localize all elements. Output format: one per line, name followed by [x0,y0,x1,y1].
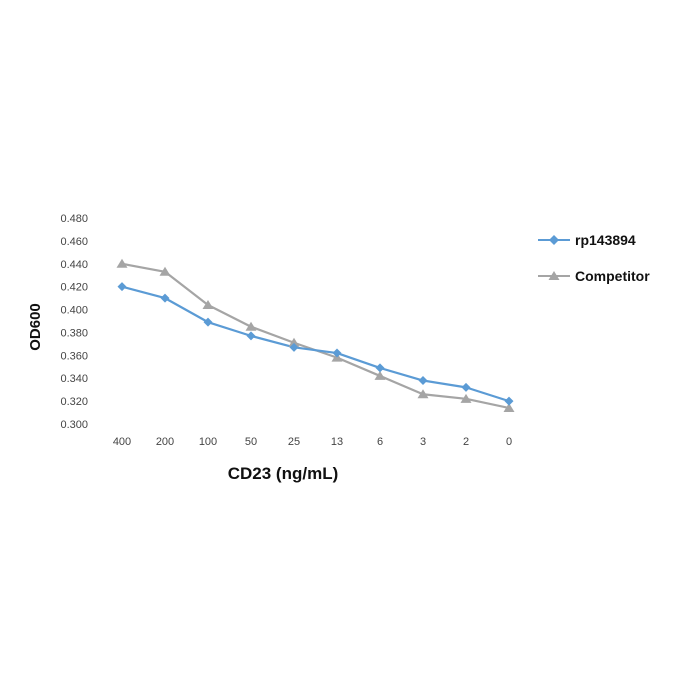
legend-label-competitor: Competitor [575,268,650,284]
y-axis-title: OD600 [27,303,44,351]
x-tick-label: 50 [245,436,257,448]
x-tick-label: 200 [156,436,174,448]
legend-item-competitor: Competitor [538,268,650,284]
data-point-competitor [245,321,257,331]
x-tick-label: 13 [331,436,343,448]
data-point-rp143894 [160,293,170,303]
plot-lines [121,262,510,410]
x-tick-label: 100 [199,436,217,448]
data-point-competitor [202,299,214,309]
x-tick-label: 3 [420,436,426,448]
legend-label-rp143894: rp143894 [575,232,636,248]
x-tick-label: 2 [463,436,469,448]
y-tick-label: 0.320 [60,396,88,408]
x-tick-label: 25 [288,436,300,448]
y-tick-label: 0.440 [60,259,88,271]
x-tick-label: 0 [506,436,512,448]
legend-marker-rp143894 [549,235,559,245]
x-tick-label: 400 [113,436,131,448]
data-point-rp143894 [375,363,385,373]
data-point-rp143894 [203,317,213,327]
data-point-competitor [417,389,429,399]
legend-marker-competitor [548,271,560,280]
data-point-competitor [159,266,171,276]
y-tick-label: 0.420 [60,282,88,294]
x-axis-ticks: 400 200 100 50 25 13 6 3 2 0 [113,436,512,448]
y-tick-label: 0.380 [60,327,88,339]
y-tick-label: 0.340 [60,373,88,385]
y-tick-label: 0.400 [60,305,88,317]
y-tick-label: 0.480 [60,213,88,225]
y-tick-label: 0.300 [60,419,88,431]
data-point-rp143894 [418,376,428,386]
series-line-rp143894 [121,285,510,403]
data-point-competitor [503,402,515,412]
data-point-rp143894 [289,342,299,352]
data-point-competitor [116,258,128,268]
data-point-rp143894 [246,331,256,341]
legend-item-rp143894: rp143894 [538,232,636,248]
y-axis-ticks: 0.300 0.320 0.340 0.360 0.380 0.400 0.420 0.440… [60,213,88,431]
x-tick-label: 6 [377,436,383,448]
data-point-rp143894 [117,282,127,292]
series-line-competitor [121,262,510,410]
y-tick-label: 0.460 [60,236,88,248]
legend: rp143894 Competitor [538,232,650,284]
y-tick-label: 0.360 [60,350,88,362]
data-point-rp143894 [461,382,471,392]
plot-markers [116,258,515,412]
data-point-competitor [460,393,472,403]
x-axis-title: CD23 (ng/mL) [228,464,339,483]
data-point-competitor [288,337,300,347]
data-point-competitor [374,370,386,380]
data-point-rp143894 [332,348,342,358]
data-point-rp143894 [504,396,514,406]
